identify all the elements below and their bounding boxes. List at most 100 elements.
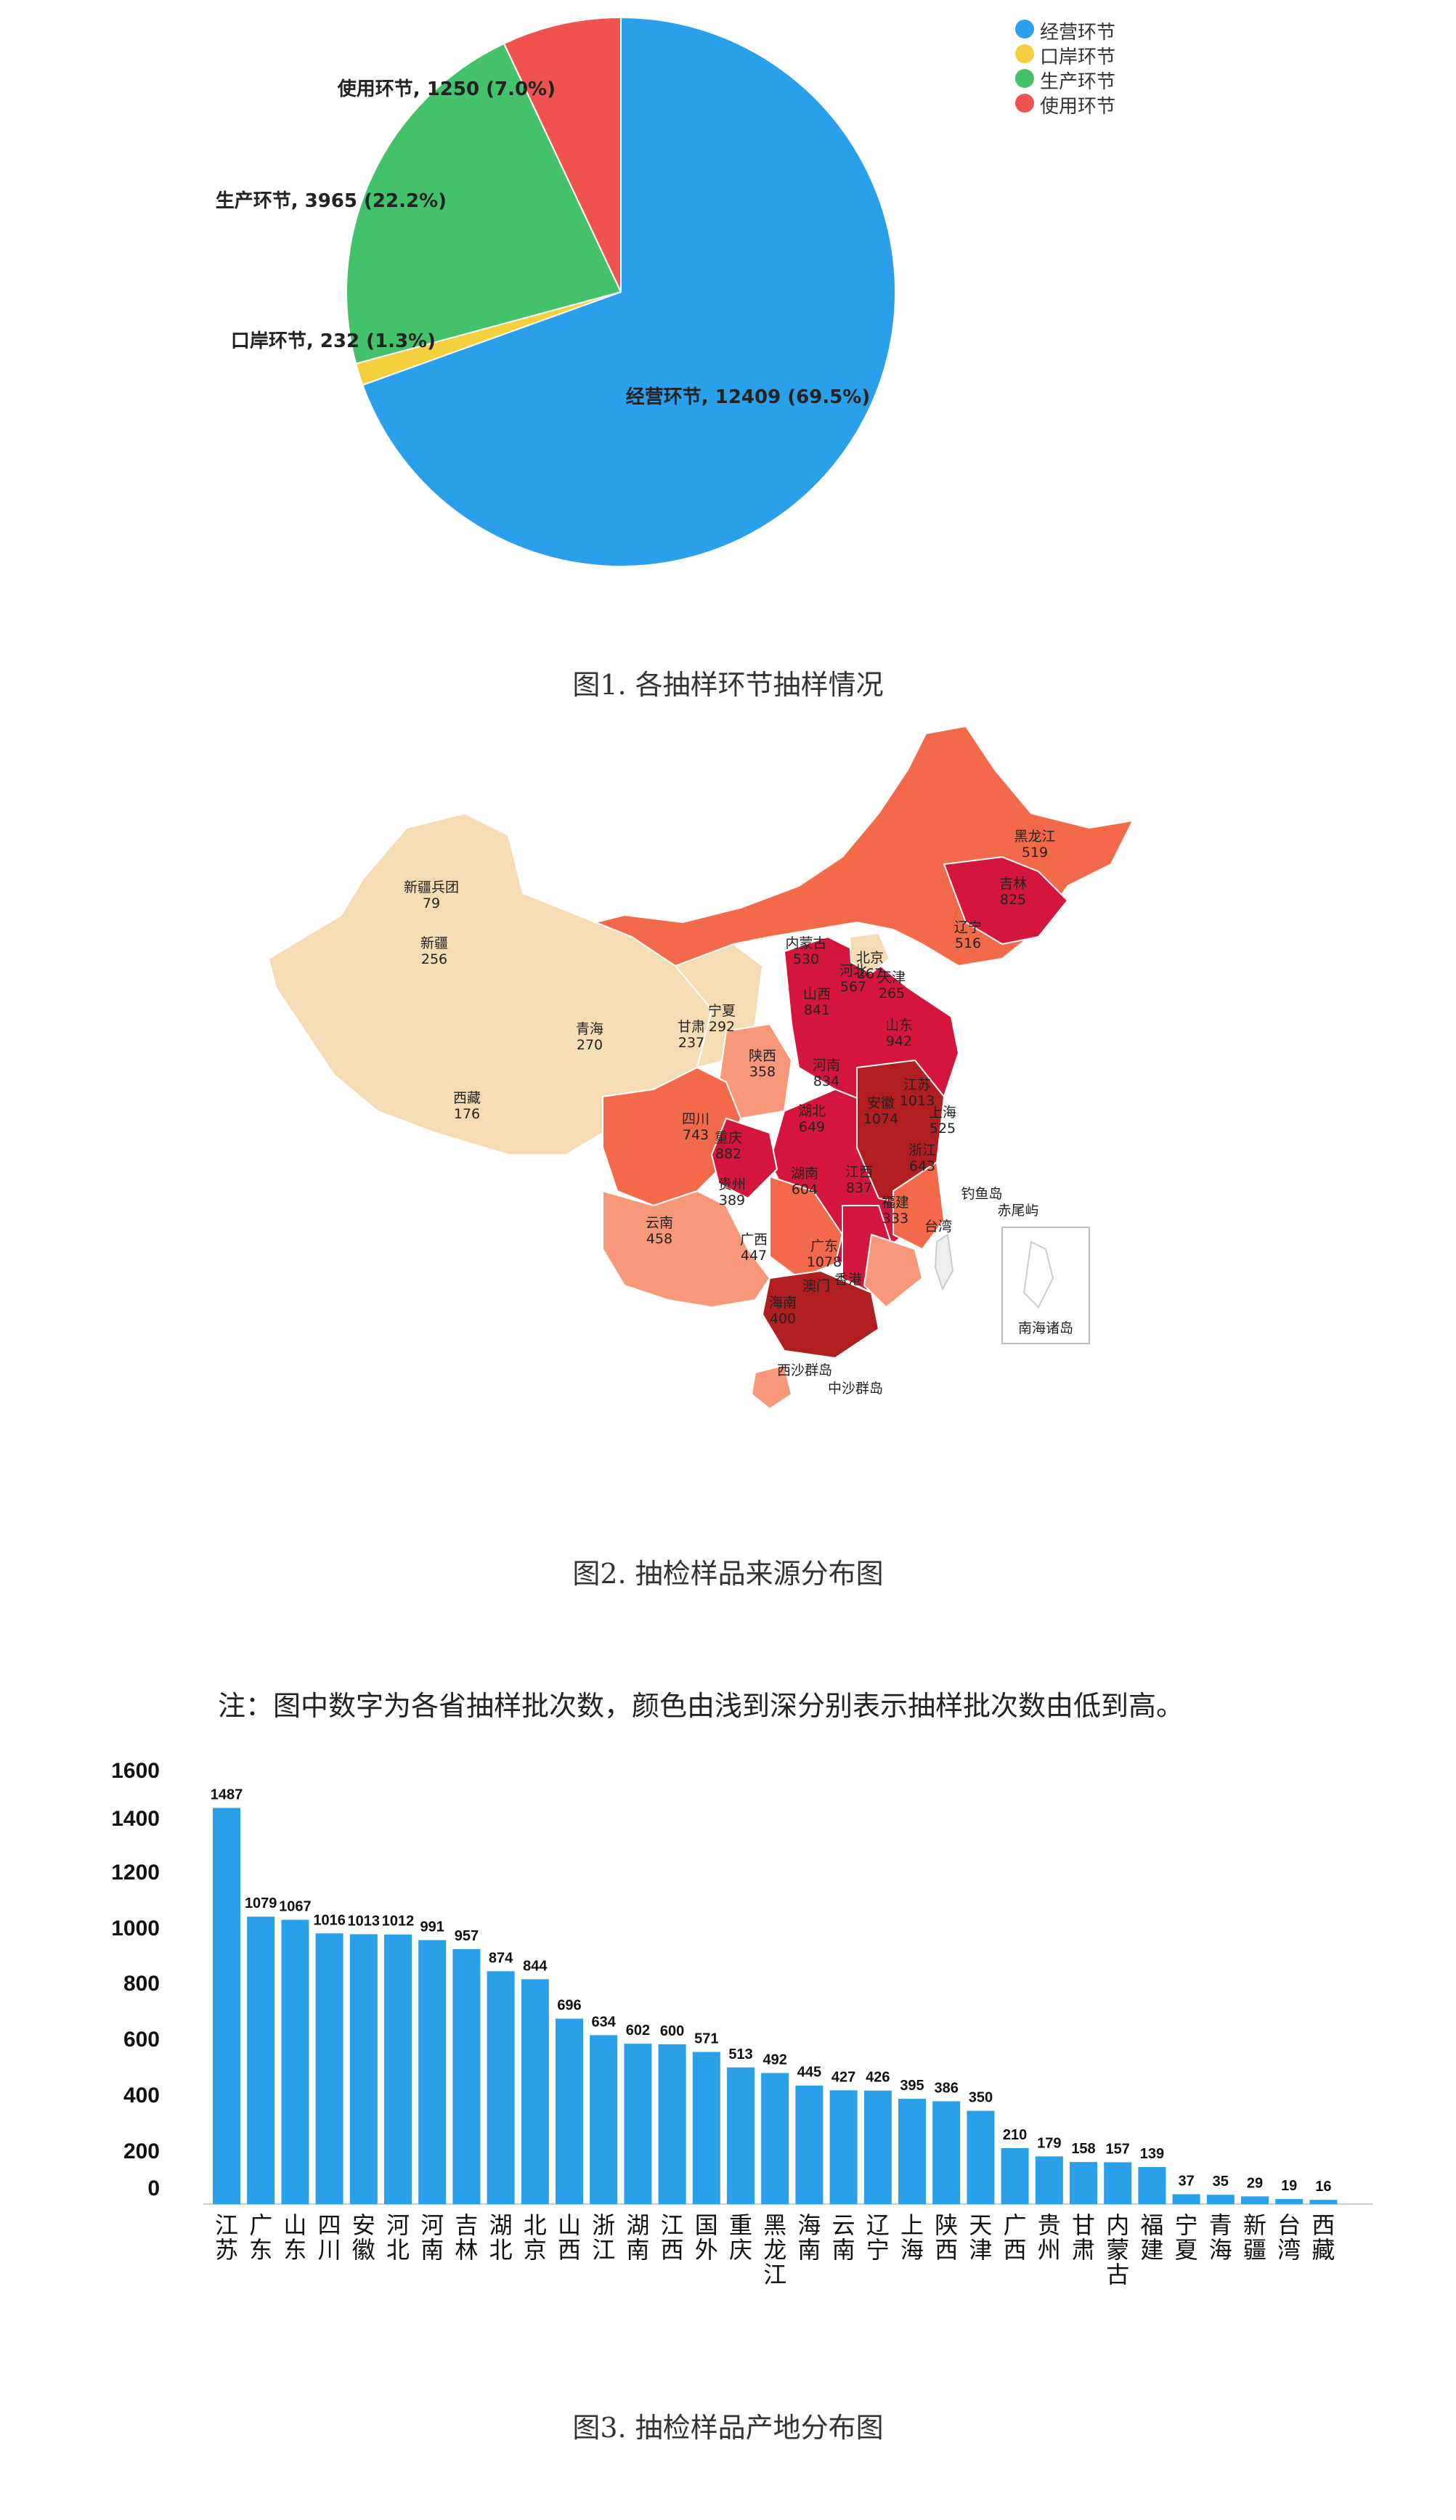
map-place-label: 西沙群岛 — [777, 1362, 832, 1378]
bar[interactable] — [658, 2044, 686, 2204]
map-region-value: 519 — [1022, 845, 1048, 861]
map-region-name: 青海 — [576, 1021, 603, 1037]
map-region-name: 云南 — [646, 1215, 673, 1231]
legend-item-shiyong[interactable]: 使用环节 — [1015, 92, 1115, 118]
region-zhejiang — [892, 1161, 945, 1251]
bar[interactable] — [967, 2110, 995, 2204]
x-category-label: 湖南 — [626, 2211, 649, 2264]
map-region-value: 1078 — [807, 1254, 842, 1270]
map-region-name: 河南 — [813, 1057, 840, 1073]
map-region-value: 834 — [813, 1073, 839, 1089]
bar[interactable] — [932, 2101, 961, 2204]
map-region-name: 安徽 — [867, 1095, 895, 1111]
x-category-label: 北京 — [524, 2211, 547, 2264]
region-hainan — [750, 1364, 793, 1410]
map-place-label: 台湾 — [924, 1219, 952, 1235]
pie-slice-2[interactable] — [346, 42, 622, 365]
region-fujian — [863, 1233, 924, 1309]
bar[interactable] — [1001, 2147, 1029, 2204]
x-category-label: 甘肃 — [1072, 2211, 1095, 2264]
bar[interactable] — [692, 2052, 720, 2204]
figure-3-caption: 图3. 抽检样品产地分布图 — [572, 2412, 884, 2444]
figure-2-caption: 图2. 抽检样品来源分布图 — [572, 1558, 884, 1590]
x-category-label: 新疆 — [1243, 2211, 1266, 2264]
bar-value-label: 158 — [1071, 2141, 1095, 2157]
x-category-label: 辽宁 — [866, 2211, 890, 2264]
map-region-name: 贵州 — [718, 1176, 746, 1192]
x-category-label: 河北 — [386, 2211, 410, 2264]
south-china-sea-inset — [1001, 1227, 1090, 1344]
x-category-label: 广西 — [1004, 2211, 1027, 2264]
y-tick-label: 0 — [147, 2176, 160, 2200]
bar[interactable] — [795, 2085, 823, 2204]
map-region-name: 陕西 — [749, 1048, 776, 1064]
map-place-label: 赤尾屿 — [997, 1203, 1038, 1219]
x-category-label: 广东 — [249, 2211, 272, 2264]
legend-item-kouan[interactable]: 口岸环节 — [1015, 42, 1116, 69]
bar[interactable] — [247, 1917, 275, 2204]
bar[interactable] — [556, 2018, 583, 2204]
bar[interactable] — [1172, 2194, 1200, 2204]
bar[interactable] — [1206, 2195, 1235, 2204]
map-region-name: 山西 — [803, 986, 831, 1002]
bar[interactable] — [521, 1979, 549, 2204]
legend-item-shengchan[interactable]: 生产环节 — [1015, 67, 1115, 94]
region-chongqing — [710, 1117, 778, 1200]
x-category-label: 吉林 — [455, 2211, 478, 2264]
bar[interactable] — [487, 1971, 515, 2204]
bar[interactable] — [1138, 2167, 1166, 2204]
bar-value-label: 513 — [728, 2047, 752, 2062]
map-region-value: 237 — [678, 1035, 704, 1051]
x-category-label: 重庆 — [729, 2211, 752, 2264]
bar[interactable] — [624, 2044, 652, 2204]
pie-slice-0[interactable] — [362, 16, 896, 567]
bar[interactable] — [315, 1933, 343, 2204]
bar[interactable] — [384, 1934, 412, 2204]
bar[interactable] — [1241, 2196, 1269, 2204]
x-category-label: 江苏 — [215, 2211, 238, 2264]
map-region-name: 上海 — [929, 1105, 956, 1121]
bar[interactable] — [1275, 2199, 1304, 2204]
bar[interactable] — [829, 2090, 858, 2204]
x-category-label: 浙江 — [592, 2211, 615, 2264]
bar[interactable] — [452, 1948, 481, 2204]
bar[interactable] — [1104, 2162, 1132, 2204]
map-region-value: 567 — [840, 979, 866, 995]
bar[interactable] — [727, 2067, 755, 2204]
map-region-value: 458 — [646, 1231, 672, 1247]
bar[interactable] — [418, 1940, 447, 2204]
x-category-label: 西藏 — [1311, 2211, 1335, 2264]
region-south-west — [602, 1190, 771, 1309]
bar[interactable] — [898, 2099, 926, 2204]
bar-value-label: 1079 — [245, 1895, 277, 1911]
map-place-label: 澳门 — [802, 1278, 830, 1294]
bar[interactable] — [590, 2035, 618, 2204]
bar-value-label: 991 — [420, 1919, 444, 1935]
legend-item-jingying[interactable]: 经营环节 — [1015, 17, 1116, 44]
map-region-value: 270 — [577, 1037, 603, 1053]
x-category-label: 宁夏 — [1175, 2211, 1198, 2264]
x-category-label: 山西 — [558, 2211, 581, 2264]
map-region-value: 389 — [719, 1192, 745, 1208]
map-region-value: 1074 — [863, 1111, 898, 1127]
bar-value-label: 139 — [1140, 2146, 1164, 2162]
bar[interactable] — [863, 2090, 892, 2204]
bar-value-label: 844 — [523, 1958, 548, 1974]
map-region-name: 福建 — [882, 1195, 909, 1211]
bar[interactable] — [1035, 2156, 1063, 2204]
map-region-name: 广东 — [810, 1238, 838, 1254]
map-note: 注：图中数字为各省抽样批次数，颜色由浅到深分别表示抽样批次数由低到高。 — [218, 1690, 1184, 1722]
bar[interactable] — [1070, 2162, 1097, 2204]
bar[interactable] — [349, 1934, 378, 2204]
pie-slice-3[interactable] — [503, 16, 622, 293]
map-regions — [267, 725, 1134, 1410]
bar[interactable] — [761, 2073, 789, 2204]
bar[interactable] — [213, 1808, 240, 2204]
legend-label: 口岸环节 — [1040, 46, 1116, 68]
map-region-name: 黑龙江 — [1014, 829, 1055, 845]
bar[interactable] — [281, 1919, 309, 2204]
bar[interactable] — [1309, 2200, 1338, 2204]
map-region-value: 358 — [749, 1064, 776, 1080]
legend-label: 经营环节 — [1040, 22, 1116, 44]
map-region-value: 333 — [882, 1211, 908, 1227]
